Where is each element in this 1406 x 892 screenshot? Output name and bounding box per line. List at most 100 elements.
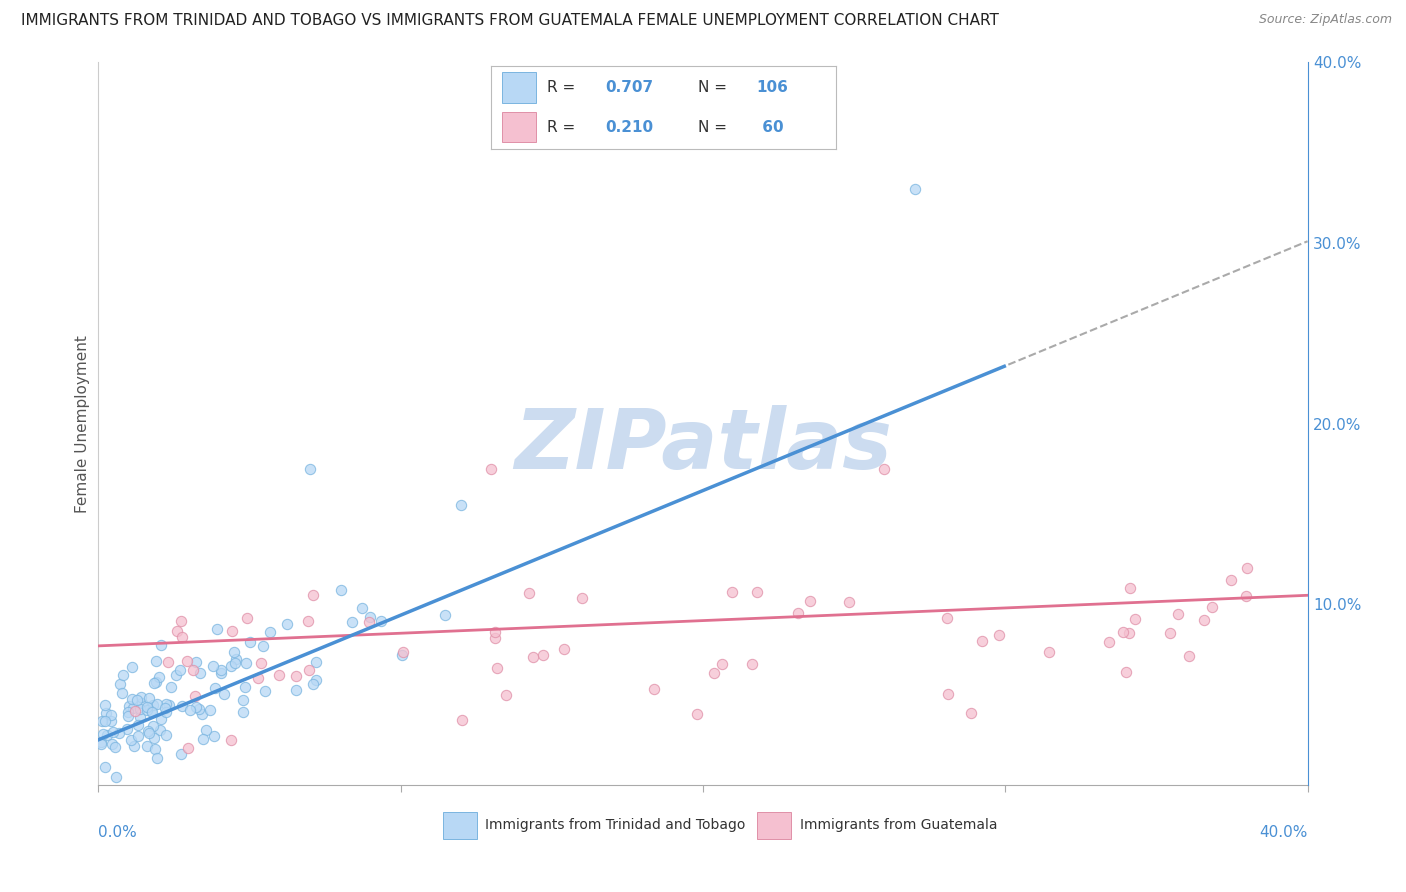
Point (484, 631, 506, 645)
Point (190, 707, 212, 722)
Point (250, 657, 273, 671)
Point (91, 714, 114, 728)
Point (124, 704, 146, 718)
Point (181, 663, 204, 677)
Point (90, 737, 112, 751)
Point (145, 654, 167, 668)
Point (187, 702, 209, 716)
Point (195, 723, 218, 738)
Point (157, 655, 180, 669)
Point (285, 682, 308, 697)
Point (146, 698, 169, 712)
Point (298, 664, 321, 678)
Point (138, 726, 160, 740)
Point (129, 702, 152, 716)
Point (179, 703, 201, 717)
Point (484, 624, 506, 639)
Point (143, 731, 166, 746)
Point (935, 611, 957, 625)
Point (1119, 582, 1142, 596)
Point (94, 706, 117, 720)
Point (330, 582, 353, 597)
Point (485, 660, 508, 674)
Point (276, 617, 298, 632)
Point (481, 462, 503, 476)
Point (121, 700, 143, 714)
Point (553, 641, 575, 656)
Point (184, 655, 207, 669)
Point (741, 657, 763, 671)
Point (165, 667, 187, 681)
Point (1201, 599, 1223, 614)
Point (145, 674, 167, 689)
Point (302, 676, 325, 690)
Point (451, 713, 474, 727)
Point (93, 760, 115, 774)
Point (209, 663, 232, 677)
Point (219, 659, 242, 673)
Point (188, 666, 211, 681)
Point (155, 697, 177, 711)
Point (100, 738, 122, 752)
Point (138, 690, 160, 705)
Point (202, 729, 225, 743)
Point (127, 729, 149, 743)
Point (433, 607, 456, 622)
Point (159, 681, 181, 695)
Point (495, 689, 517, 703)
Point (370, 614, 392, 628)
Point (269, 667, 291, 681)
Text: ZIPatlas: ZIPatlas (515, 405, 891, 486)
Point (184, 689, 207, 703)
Point (143, 742, 166, 756)
Point (136, 699, 159, 714)
Point (170, 614, 193, 628)
Point (176, 741, 198, 756)
Point (117, 705, 139, 719)
Point (391, 645, 413, 659)
Point (297, 614, 319, 628)
Point (745, 585, 768, 599)
Point (157, 698, 180, 712)
Point (987, 627, 1010, 641)
Point (222, 645, 245, 659)
Point (204, 681, 226, 695)
Point (1038, 645, 1060, 659)
Point (149, 723, 172, 737)
Point (155, 705, 177, 719)
Point (284, 669, 307, 683)
Point (235, 657, 257, 671)
Point (172, 630, 194, 644)
Point (169, 663, 191, 677)
Point (533, 648, 555, 662)
Point (643, 681, 665, 696)
Point (305, 673, 328, 687)
Point (302, 588, 325, 602)
Point (122, 739, 145, 753)
Point (121, 660, 143, 674)
Point (100, 714, 122, 728)
Point (205, 622, 228, 636)
Point (209, 666, 232, 681)
Text: IMMIGRANTS FROM TRINIDAD AND TOBAGO VS IMMIGRANTS FROM GUATEMALA FEMALE UNEMPLOY: IMMIGRANTS FROM TRINIDAD AND TOBAGO VS I… (21, 13, 1000, 29)
Point (111, 686, 134, 700)
Point (150, 712, 173, 726)
Point (972, 634, 994, 648)
Point (146, 751, 169, 765)
Point (139, 704, 162, 718)
Point (155, 701, 177, 715)
Point (127, 718, 149, 732)
Point (232, 705, 254, 719)
Point (170, 747, 193, 761)
Point (522, 650, 544, 665)
Point (1112, 624, 1135, 639)
Point (359, 610, 381, 624)
Point (1118, 626, 1140, 640)
Point (1167, 607, 1189, 621)
Point (125, 693, 148, 707)
Point (142, 719, 165, 733)
Point (176, 654, 198, 668)
Point (391, 648, 413, 662)
Point (710, 657, 733, 671)
Point (1236, 561, 1258, 575)
